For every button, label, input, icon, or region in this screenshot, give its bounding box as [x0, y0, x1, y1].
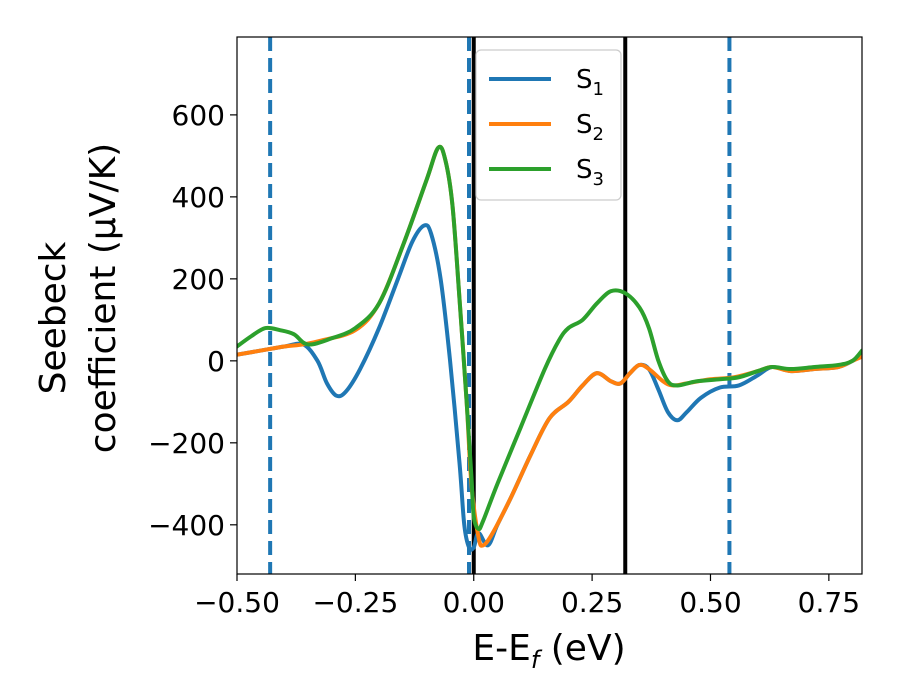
series-line-s1 — [237, 223, 862, 552]
x-axis-title-unit: (eV) — [539, 628, 625, 669]
y-axis-title: Seebeck coefficient (μV/K) — [33, 143, 124, 453]
x-tick-label: −0.25 — [312, 586, 398, 619]
legend-label-s1: S1 — [576, 65, 604, 100]
y-tick-label: 400 — [172, 181, 225, 214]
x-axis-title-main: E-E — [472, 628, 530, 669]
x-axis-title: E-Ef (eV) — [472, 628, 625, 674]
x-tick-label: 0.25 — [561, 586, 623, 619]
legend: S1 S2 S3 — [475, 49, 622, 201]
y-axis-title-line1: Seebeck — [33, 241, 74, 394]
series-line-s3 — [237, 144, 862, 532]
x-tick-label: 0.50 — [679, 586, 741, 619]
y-tick-label: 0 — [207, 345, 225, 378]
x-tick-label: −0.50 — [194, 586, 280, 619]
y-tick-label: −200 — [148, 427, 225, 460]
y-tick-label: 200 — [172, 263, 225, 296]
legend-label-s2: S2 — [576, 110, 604, 145]
y-tick-label: −400 — [148, 509, 225, 542]
y-tick-label: 600 — [172, 99, 225, 132]
x-tick-label: 0.75 — [798, 586, 860, 619]
y-axis-title-line2: coefficient (μV/K) — [83, 143, 124, 453]
plot-frame — [236, 36, 863, 575]
x-tick-label: 0.00 — [443, 586, 505, 619]
series-line-s2 — [237, 144, 862, 548]
legend-label-s3: S3 — [576, 155, 604, 190]
plot-area — [237, 37, 862, 574]
